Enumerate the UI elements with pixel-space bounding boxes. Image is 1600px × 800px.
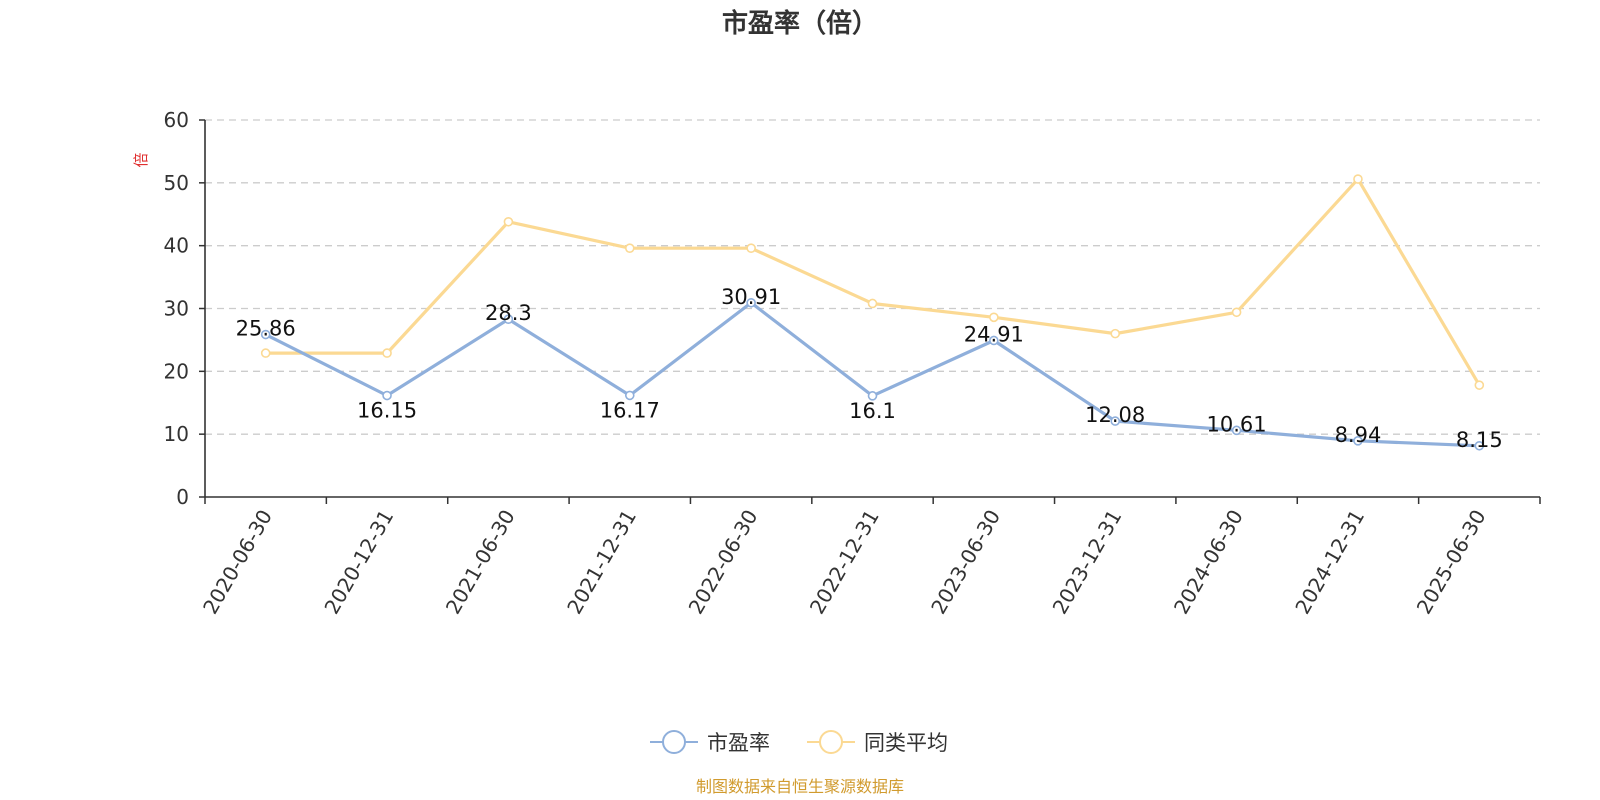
data-point[interactable] (1110, 416, 1121, 426)
legend-item-pe-ratio[interactable]: 市盈率 (650, 730, 770, 755)
x-tick-label: 2023-06-30 (926, 506, 1005, 619)
data-source-note: 制图数据来自恒生聚源数据库 (696, 777, 904, 796)
data-point[interactable] (260, 329, 271, 340)
x-tick-label: 2021-06-30 (441, 505, 520, 618)
data-label: 28.3 (485, 301, 532, 325)
data-point[interactable] (1353, 436, 1363, 446)
data-point[interactable] (1110, 328, 1121, 339)
y-tick-label: 10 (164, 422, 189, 446)
y-tick-label: 20 (164, 359, 189, 383)
data-point[interactable] (624, 390, 635, 401)
data-label: 30.91 (721, 285, 781, 309)
x-tick-label: 2020-12-31 (319, 506, 398, 619)
data-point[interactable] (1474, 380, 1485, 390)
data-point[interactable] (867, 298, 878, 309)
data-point[interactable] (1231, 307, 1242, 318)
data-label: 16.15 (357, 399, 417, 423)
data-labels: 25.86 16.15 28.3 16.17 30.91 16.1 24.91 12.08 10… (236, 285, 1503, 452)
chart-title: 市盈率（倍） (722, 8, 878, 39)
data-point[interactable] (382, 390, 392, 401)
data-point[interactable] (1353, 174, 1363, 184)
data-label: 8.15 (1456, 428, 1503, 452)
x-tick-label: 2021-12-31 (562, 506, 641, 619)
data-point[interactable] (1474, 440, 1485, 451)
data-point[interactable] (260, 348, 271, 358)
data-label: 8.94 (1335, 423, 1382, 447)
data-point[interactable] (503, 216, 514, 227)
y-tick-label: 40 (164, 234, 189, 258)
data-point[interactable] (382, 348, 392, 358)
data-point[interactable] (624, 243, 635, 253)
legend-label: 同类平均 (864, 731, 948, 755)
axes: 0 10 20 30 40 50 60 2020-06-30 2020-12-31 2021-06… (164, 108, 1541, 619)
y-tick-label: 0 (176, 485, 189, 509)
data-label: 25.86 (236, 317, 296, 341)
legend-circle-icon (819, 730, 843, 754)
x-tick-label: 2024-06-30 (1169, 506, 1248, 619)
x-tick-label: 2022-06-30 (683, 506, 762, 619)
legend-item-peer-average[interactable]: 同类平均 (807, 730, 948, 755)
series-lines (260, 174, 1485, 451)
data-label: 16.17 (600, 398, 660, 422)
y-axis-unit-label: 倍 (132, 152, 150, 167)
data-label: 16.1 (849, 399, 896, 423)
data-point[interactable] (1231, 425, 1242, 436)
data-label: 10.61 (1207, 412, 1267, 436)
y-tick-label: 30 (164, 297, 189, 321)
x-tick-label: 2022-12-31 (805, 506, 884, 619)
y-tick-label: 60 (164, 108, 189, 132)
data-point[interactable] (503, 314, 514, 324)
data-point[interactable] (989, 335, 999, 346)
x-tick-label: 2024-12-31 (1290, 506, 1369, 619)
x-tick-label: 2023-12-31 (1048, 506, 1127, 619)
y-tick-label: 50 (164, 171, 189, 195)
legend: 市盈率 同类平均 (650, 730, 948, 755)
data-point[interactable] (867, 391, 878, 401)
data-label: 24.91 (964, 322, 1024, 346)
grid-lines (205, 119, 1540, 435)
data-label: 12.08 (1085, 403, 1145, 427)
legend-label: 市盈率 (707, 731, 770, 755)
data-point[interactable] (989, 312, 999, 323)
x-tick-label: 2025-06-30 (1412, 506, 1491, 619)
data-point[interactable] (746, 297, 756, 308)
series-line-pe-ratio (264, 301, 1481, 448)
x-tick-label: 2020-06-30 (198, 506, 277, 619)
data-point[interactable] (746, 243, 756, 253)
series-line-peer-average (264, 177, 1481, 387)
legend-circle-icon (662, 730, 686, 754)
